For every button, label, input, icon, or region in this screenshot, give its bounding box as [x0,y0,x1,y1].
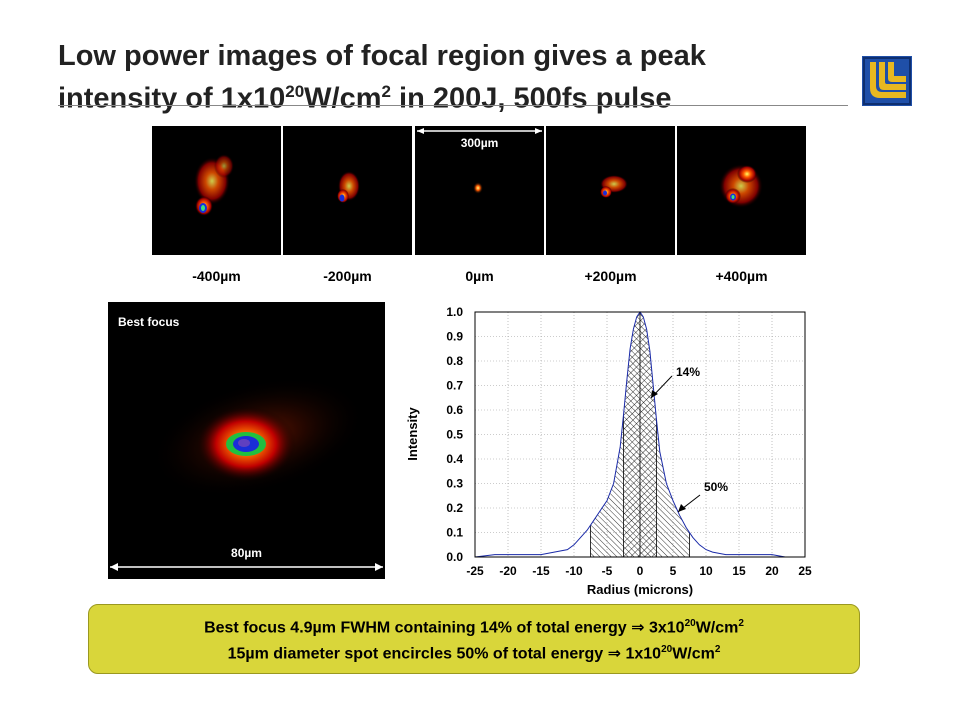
focal-image-minus200 [283,126,412,255]
focal-image-minus400 [152,126,281,255]
scale-label-300um: 300µm [460,136,499,150]
title-divider [58,105,848,106]
intensity-radius-chart: -25 -20 -15 -10 -5 0 5 10 15 20 25 0.0 0.1 0.2 0.3 0.4… [405,305,812,597]
y-tick-label: 0.5 [446,428,463,442]
x-tick-label: -15 [532,564,550,578]
x-tick-label: 25 [798,564,812,578]
title-line-1: Low power images of focal region gives a… [58,40,706,72]
x-tick-label: 5 [670,564,677,578]
strip-label: +200µm [584,268,637,284]
x-tick-labels: -25 -20 -15 -10 -5 0 5 10 15 20 25 [466,564,812,578]
page-title: Low power images of focal region gives a… [58,38,858,117]
title-line-2: intensity of 1x1020W/cm2 in 200J, 500fs … [58,82,672,115]
focal-image-zero [415,126,544,255]
focal-image-plus200 [546,126,675,255]
scale-label-80um: 80µm [231,546,262,560]
scale-bar-80um [110,563,383,571]
x-tick-label: 0 [637,564,644,578]
y-axis-label: Intensity [405,407,420,461]
y-tick-label: 1.0 [446,305,463,319]
y-tick-label: 0.8 [446,354,463,368]
focal-image-plus400 [677,126,806,255]
x-tick-label: -10 [565,564,583,578]
y-tick-label: 0.3 [446,477,463,491]
annotation-50: 50% [704,480,728,494]
strip-label: -400µm [192,268,241,284]
y-tick-label: 0.2 [446,501,463,515]
y-tick-label: 0.1 [446,526,463,540]
annotation-arrowhead-14 [651,390,658,398]
strip-label: -200µm [323,268,372,284]
llnl-logo-icon [862,56,912,106]
best-focus-label: Best focus [118,315,180,329]
annotation-14: 14% [676,365,700,379]
scale-bar-300um [417,128,542,134]
y-tick-label: 0.9 [446,330,463,344]
strip-label: +400µm [715,268,768,284]
annotation-arrowhead-50 [678,504,686,512]
implies-arrow-icon: ⇒ [631,619,645,637]
plot-frame [474,311,806,558]
chart-shaded-regions [590,312,690,557]
y-tick-labels: 0.0 0.1 0.2 0.3 0.4 0.5 0.6 0.7 0.8 0.9 1.0 [446,305,463,564]
x-tick-label: 10 [699,564,713,578]
x-tick-label: 15 [732,564,746,578]
best-focus-image [108,302,385,579]
y-tick-label: 0.0 [446,550,463,564]
summary-line-2: 15µm diameter spot encircles 50% of tota… [227,644,721,663]
y-tick-label: 0.7 [446,379,463,393]
summary-box: Best focus 4.9µm FWHM containing 14% of … [88,604,860,674]
summary-line-1: Best focus 4.9µm FWHM containing 14% of … [204,618,744,637]
x-tick-label: -20 [499,564,517,578]
implies-arrow-icon: ⇒ [607,645,622,663]
x-tick-label: -5 [602,564,613,578]
x-tick-label: 20 [765,564,779,578]
y-tick-label: 0.4 [446,452,463,466]
strip-label: 0µm [465,268,494,284]
y-tick-label: 0.6 [446,403,463,417]
x-axis-label: Radius (microns) [587,582,693,597]
x-tick-label: -25 [466,564,484,578]
